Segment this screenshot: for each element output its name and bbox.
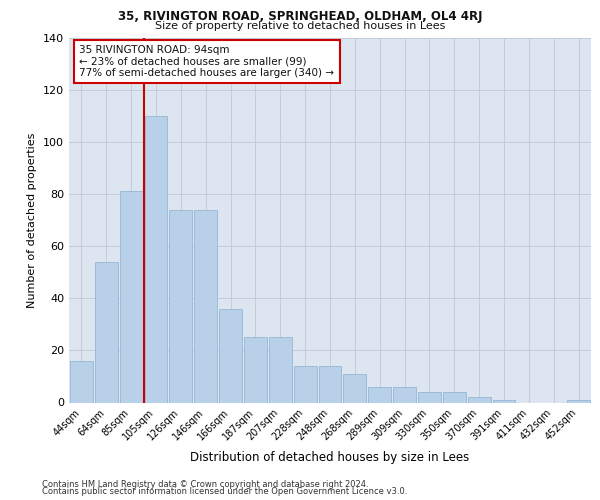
Bar — [368, 387, 391, 402]
Bar — [269, 338, 292, 402]
Text: Contains HM Land Registry data © Crown copyright and database right 2024.: Contains HM Land Registry data © Crown c… — [42, 480, 368, 489]
Bar — [145, 116, 167, 403]
Bar — [567, 400, 590, 402]
Bar — [219, 308, 242, 402]
Bar — [493, 400, 515, 402]
Bar — [468, 398, 491, 402]
Y-axis label: Number of detached properties: Number of detached properties — [28, 132, 37, 308]
Bar — [418, 392, 441, 402]
Bar — [95, 262, 118, 402]
Bar — [194, 210, 217, 402]
Bar — [343, 374, 366, 402]
Text: 35, RIVINGTON ROAD, SPRINGHEAD, OLDHAM, OL4 4RJ: 35, RIVINGTON ROAD, SPRINGHEAD, OLDHAM, … — [118, 10, 482, 23]
Text: Size of property relative to detached houses in Lees: Size of property relative to detached ho… — [155, 21, 445, 31]
Text: Contains public sector information licensed under the Open Government Licence v3: Contains public sector information licen… — [42, 487, 407, 496]
Text: 35 RIVINGTON ROAD: 94sqm
← 23% of detached houses are smaller (99)
77% of semi-d: 35 RIVINGTON ROAD: 94sqm ← 23% of detach… — [79, 45, 334, 78]
Bar — [120, 192, 143, 402]
Bar — [169, 210, 192, 402]
Bar — [393, 387, 416, 402]
Bar — [443, 392, 466, 402]
Bar — [294, 366, 317, 403]
Bar — [70, 361, 93, 403]
Bar — [319, 366, 341, 403]
Bar — [244, 338, 267, 402]
X-axis label: Distribution of detached houses by size in Lees: Distribution of detached houses by size … — [190, 450, 470, 464]
